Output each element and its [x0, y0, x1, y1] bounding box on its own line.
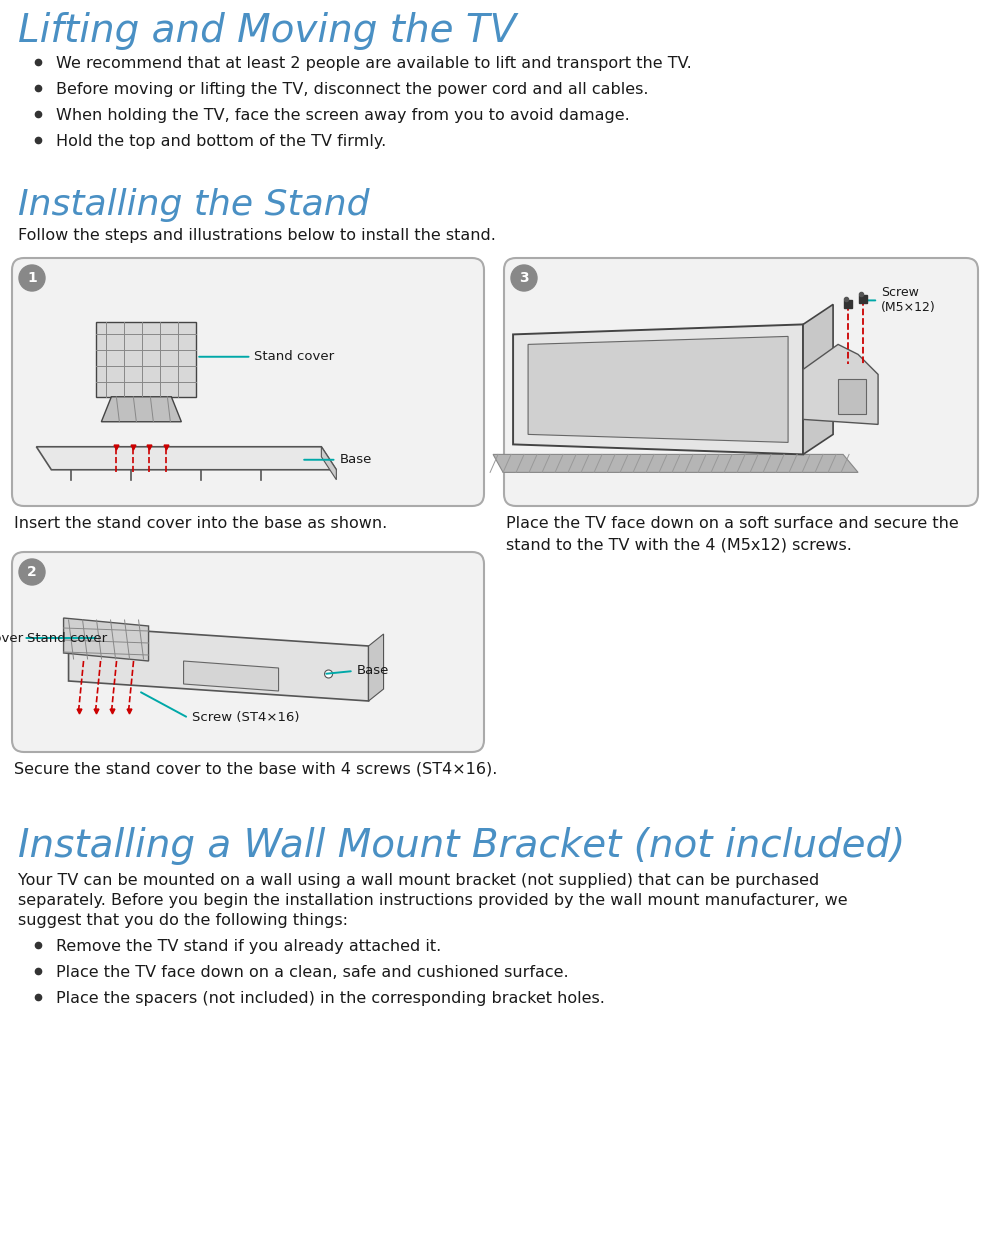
Text: 2: 2 — [27, 565, 37, 580]
Text: Your TV can be mounted on a wall using a wall mount bracket (not supplied) that : Your TV can be mounted on a wall using a… — [18, 872, 820, 889]
Circle shape — [325, 670, 333, 678]
Text: Remove the TV stand if you already attached it.: Remove the TV stand if you already attac… — [56, 939, 442, 954]
Text: Insert the stand cover into the base as shown.: Insert the stand cover into the base as … — [14, 516, 387, 531]
FancyBboxPatch shape — [12, 258, 484, 506]
Text: Hold the top and bottom of the TV firmly.: Hold the top and bottom of the TV firmly… — [56, 134, 386, 149]
Polygon shape — [493, 454, 858, 473]
Polygon shape — [37, 447, 337, 470]
Circle shape — [19, 266, 45, 290]
Text: Base: Base — [340, 453, 371, 467]
Text: Place the spacers (not included) in the corresponding bracket holes.: Place the spacers (not included) in the … — [56, 992, 605, 1006]
Bar — [96, 321, 196, 397]
Text: suggest that you do the following things:: suggest that you do the following things… — [18, 913, 348, 928]
Text: Stand cover: Stand cover — [27, 632, 107, 644]
Polygon shape — [368, 634, 383, 701]
Polygon shape — [63, 618, 148, 661]
Polygon shape — [528, 336, 788, 442]
Text: Place the TV face down on a soft surface and secure the
stand to the TV with the: Place the TV face down on a soft surface… — [506, 516, 958, 552]
Polygon shape — [68, 625, 368, 701]
Text: When holding the TV, face the screen away from you to avoid damage.: When holding the TV, face the screen awa… — [56, 108, 630, 123]
Polygon shape — [803, 345, 878, 424]
Polygon shape — [183, 661, 278, 691]
FancyBboxPatch shape — [12, 552, 484, 752]
Text: Base: Base — [356, 664, 389, 678]
Text: Stand cover: Stand cover — [0, 632, 24, 644]
Circle shape — [19, 558, 45, 585]
FancyBboxPatch shape — [504, 258, 978, 506]
Text: 1: 1 — [27, 271, 37, 285]
Bar — [839, 380, 866, 414]
Polygon shape — [101, 397, 181, 422]
Text: Place the TV face down on a clean, safe and cushioned surface.: Place the TV face down on a clean, safe … — [56, 965, 568, 980]
Text: Stand cover: Stand cover — [254, 350, 335, 364]
Text: We recommend that at least 2 people are available to lift and transport the TV.: We recommend that at least 2 people are … — [56, 56, 692, 71]
Text: separately. Before you begin the installation instructions provided by the wall : separately. Before you begin the install… — [18, 894, 847, 908]
Text: 3: 3 — [519, 271, 529, 285]
Text: Screw (ST4×16): Screw (ST4×16) — [191, 711, 299, 725]
Text: Screw
(M5×12): Screw (M5×12) — [881, 287, 936, 314]
Text: Follow the steps and illustrations below to install the stand.: Follow the steps and illustrations below… — [18, 228, 496, 243]
Polygon shape — [322, 447, 337, 480]
Circle shape — [511, 266, 537, 290]
Text: Before moving or lifting the TV, disconnect the power cord and all cables.: Before moving or lifting the TV, disconn… — [56, 82, 648, 97]
Polygon shape — [803, 304, 833, 454]
Text: Installing the Stand: Installing the Stand — [18, 187, 369, 222]
Text: Installing a Wall Mount Bracket (not included): Installing a Wall Mount Bracket (not inc… — [18, 827, 905, 865]
Text: Lifting and Moving the TV: Lifting and Moving the TV — [18, 12, 516, 50]
Text: Secure the stand cover to the base with 4 screws (ST4×16).: Secure the stand cover to the base with … — [14, 762, 497, 777]
Polygon shape — [513, 324, 803, 454]
